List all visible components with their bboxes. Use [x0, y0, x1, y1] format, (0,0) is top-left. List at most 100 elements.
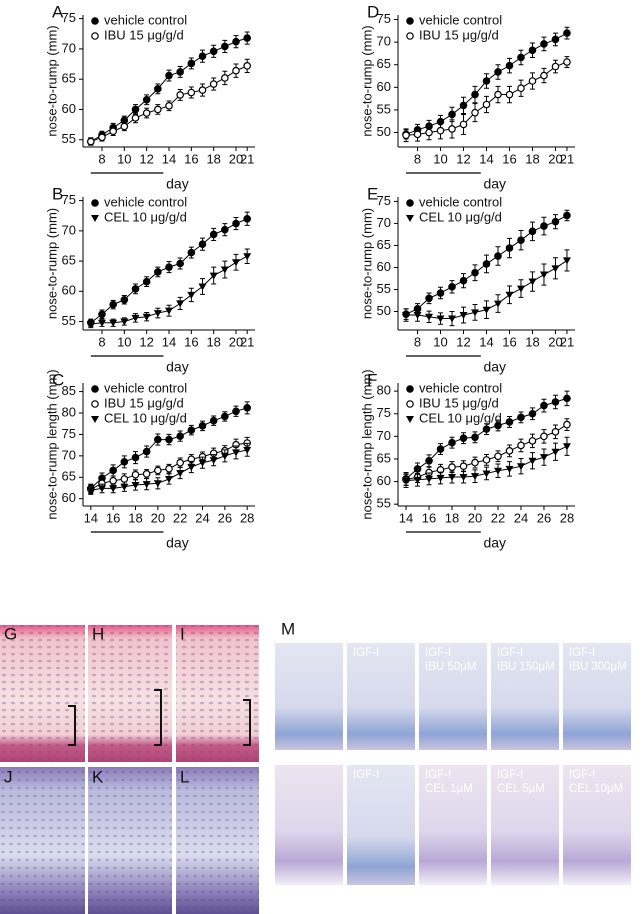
- marker: [198, 86, 207, 94]
- x-tick-label: 18: [525, 151, 539, 166]
- marker: [142, 109, 151, 117]
- image-texture: [0, 625, 85, 762]
- legend-marker: [91, 32, 99, 40]
- marker: [425, 294, 433, 303]
- panel-letter: F: [367, 370, 377, 389]
- marker: [142, 95, 151, 104]
- legend-marker: [406, 199, 414, 207]
- caption: CEL 10μM: [569, 783, 623, 795]
- y-tick-label: 50: [377, 124, 391, 139]
- marker: [402, 131, 410, 140]
- legend-marker: [406, 215, 414, 222]
- image: [347, 643, 415, 750]
- marker: [165, 263, 173, 271]
- marker: [243, 446, 252, 454]
- marker: [232, 219, 240, 228]
- image: [563, 765, 631, 885]
- y-tick-label: 75: [62, 192, 76, 207]
- marker: [494, 452, 502, 461]
- marker: [413, 312, 422, 320]
- x-tick-label: 18: [206, 334, 220, 349]
- marker: [198, 283, 207, 291]
- panel-letter: I: [180, 624, 185, 643]
- x-axis-label: day: [166, 359, 189, 375]
- x-tick-label: 21: [560, 334, 574, 349]
- marker: [142, 277, 151, 286]
- marker: [232, 259, 241, 267]
- marker: [459, 474, 468, 482]
- marker: [517, 84, 525, 93]
- marker: [221, 74, 229, 82]
- marker: [551, 428, 560, 436]
- marker: [154, 466, 162, 475]
- marker: [459, 101, 468, 110]
- marker: [120, 318, 129, 326]
- marker: [165, 435, 173, 444]
- bracket: [243, 699, 251, 746]
- x-tick-label: 18: [445, 510, 459, 525]
- caption: IBU 150μM: [497, 661, 555, 673]
- marker: [505, 465, 514, 473]
- marker: [98, 310, 106, 319]
- legend-label: vehicle control: [419, 12, 502, 27]
- marker: [165, 71, 173, 80]
- y-tick-label: 65: [62, 71, 76, 86]
- marker: [232, 449, 241, 457]
- x-tick-label: 20: [468, 510, 482, 525]
- marker: [448, 110, 456, 119]
- y-tick-label: 50: [377, 303, 391, 318]
- marker: [131, 453, 140, 462]
- marker: [131, 114, 140, 122]
- marker: [232, 37, 240, 46]
- y-tick-label: 70: [62, 40, 76, 55]
- bracket: [68, 705, 76, 746]
- marker: [142, 470, 151, 478]
- image-texture: [88, 625, 172, 762]
- y-tick-label: 55: [377, 496, 391, 511]
- x-tick-label: 10: [117, 334, 131, 349]
- x-tick-label: 16: [422, 510, 436, 525]
- x-tick-label: 14: [162, 334, 176, 349]
- y-tick-label: 75: [62, 10, 76, 25]
- image: [419, 765, 487, 885]
- y-tick-label: 75: [62, 426, 76, 441]
- marker: [243, 404, 251, 412]
- marker: [120, 122, 129, 131]
- x-tick-label: 20: [151, 510, 165, 525]
- y-tick-label: 65: [377, 237, 391, 252]
- marker: [528, 46, 537, 55]
- marker: [209, 457, 218, 465]
- image: [491, 765, 559, 885]
- marker: [198, 422, 207, 430]
- marker: [471, 108, 479, 117]
- marker: [482, 456, 491, 464]
- marker: [494, 421, 502, 430]
- legend-label: vehicle control: [104, 194, 187, 209]
- x-tick-label: 18: [525, 334, 539, 349]
- marker: [505, 61, 514, 70]
- y-axis-label: nose-to-rump (mm): [359, 208, 374, 319]
- marker: [482, 425, 491, 433]
- marker: [517, 413, 525, 422]
- captions: IGF-I IGF-I IBU 50μM IGF-I IBU 150μM IGF-I IBU…: [353, 647, 627, 795]
- marker: [516, 285, 525, 293]
- marker: [109, 300, 117, 309]
- marker: [482, 306, 491, 314]
- x-tick-label: 14: [479, 151, 493, 166]
- marker: [198, 240, 207, 248]
- marker: [165, 102, 173, 110]
- marker: [86, 320, 95, 328]
- x-tick-label: 18: [206, 151, 220, 166]
- marker: [425, 128, 433, 137]
- marker: [516, 463, 525, 471]
- marker: [109, 485, 118, 493]
- x-tick-label: 20: [548, 334, 562, 349]
- marker: [436, 445, 445, 453]
- legend-label: CEL 10 μg/g/d: [419, 410, 502, 425]
- x-tick-label: 21: [240, 334, 254, 349]
- marker: [209, 47, 218, 56]
- marker: [187, 248, 196, 257]
- x-tick-label: 8: [98, 151, 105, 166]
- y-tick-label: 55: [377, 101, 391, 116]
